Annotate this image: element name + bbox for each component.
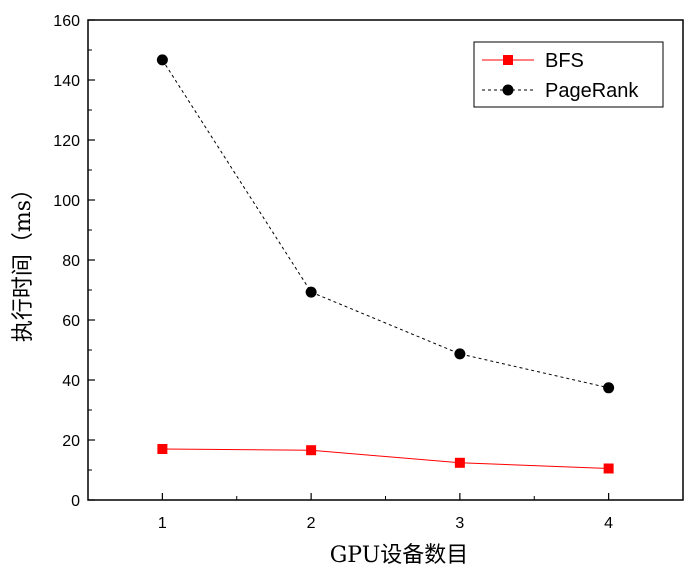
y-tick-label: 0: [71, 493, 80, 510]
data-point-pagerank: [454, 348, 466, 360]
data-point-bfs: [454, 457, 465, 468]
y-tick-label: 120: [53, 133, 80, 150]
legend-box: [473, 41, 664, 108]
legend-label-bfs: BFS: [545, 50, 584, 72]
data-point-pagerank: [305, 286, 317, 298]
y-tick-label: 60: [62, 313, 80, 330]
legend: BFS PageRank: [473, 41, 664, 108]
y-tick-label: 80: [62, 253, 80, 270]
x-tick-label: 2: [307, 515, 316, 532]
y-tick-label: 140: [53, 73, 80, 90]
y-tick-label: 20: [62, 433, 80, 450]
x-tick-label: 4: [604, 515, 613, 532]
y-tick-label: 160: [53, 13, 80, 30]
x-tick-label: 1: [158, 515, 167, 532]
legend-label-pagerank: PageRank: [545, 80, 639, 102]
y-tick-label: 40: [62, 373, 80, 390]
legend-marker-pagerank: [502, 84, 514, 96]
series-line-bfs: [162, 448, 609, 469]
data-point-bfs: [157, 444, 168, 454]
data-point-bfs: [603, 463, 614, 474]
series-line-pagerank: [161, 59, 609, 389]
y-tick-label: 100: [53, 193, 80, 210]
x-axis: 1 2 3 4: [158, 493, 613, 532]
legend-marker-bfs: [503, 55, 513, 65]
data-point-bfs: [306, 445, 317, 456]
data-point-pagerank: [603, 382, 615, 394]
data-point-pagerank: [156, 54, 168, 66]
y-axis-title: 执行时间（ms）: [11, 178, 36, 342]
x-axis-title: GPU设备数目: [330, 543, 469, 568]
x-tick-label: 3: [455, 515, 464, 532]
series-layer: [156, 54, 615, 474]
y-axis: 0 20 40 60 80 100 120 140 160: [53, 13, 95, 510]
